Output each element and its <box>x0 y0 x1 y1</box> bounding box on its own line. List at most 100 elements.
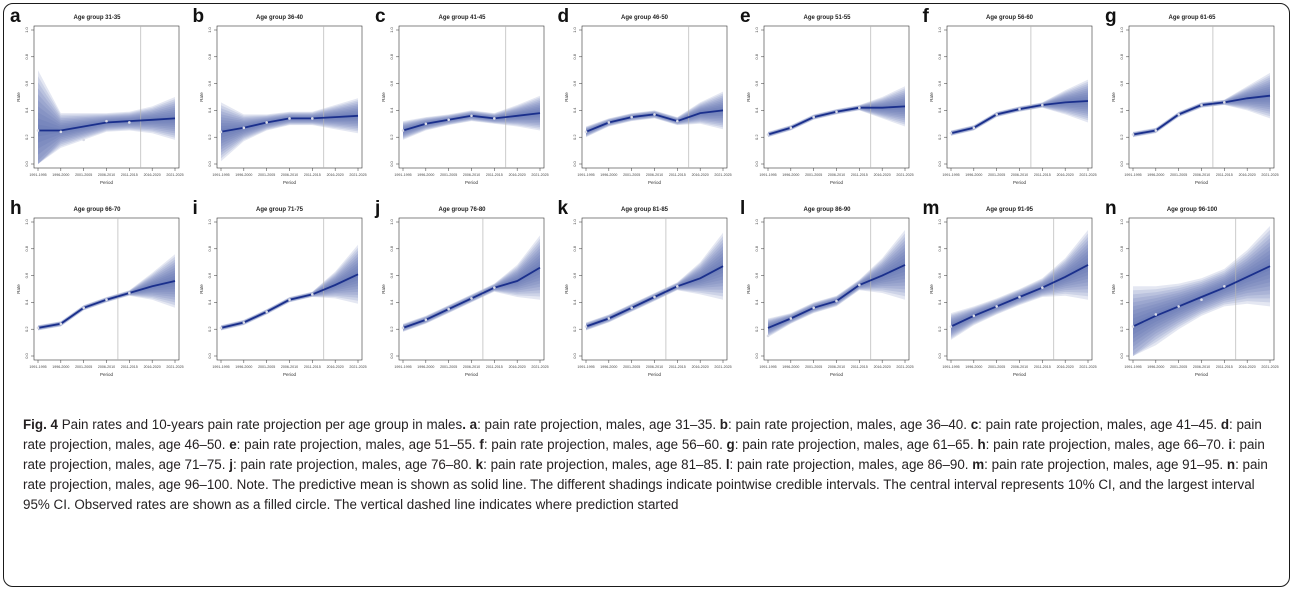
panel-title: Age group 71-75 <box>255 207 303 213</box>
y-tick-label: 0.4 <box>754 299 759 305</box>
observed-point <box>447 307 450 311</box>
credible-interval-band <box>585 95 723 137</box>
credible-interval-band <box>585 101 723 135</box>
chart-panel-e: 0.0 0.2 0.4 0.6 0.8 1.0 1991-1995 1996-2000 2001… <box>738 6 916 196</box>
y-tick-label: 0.0 <box>572 352 577 358</box>
x-tick-label: 1991-1995 <box>29 173 46 177</box>
panel-letter: m <box>922 198 940 219</box>
observed-point <box>242 126 245 130</box>
caption-item-text: pain rate projection, males, age 81–85 <box>490 457 719 472</box>
x-tick-label: 2001-2005 <box>1170 365 1187 369</box>
y-tick-label: 0.4 <box>937 299 942 305</box>
x-tick-label: 2021-2025 <box>1261 365 1278 369</box>
y-tick-label: 0.0 <box>1119 160 1124 166</box>
y-tick-label: 0.2 <box>754 134 759 140</box>
caption-item-text: pain rate projection, males, age 61–65 <box>742 437 970 452</box>
credible-interval-band <box>585 239 723 330</box>
caption-item-text: pain rate projection, males, age 71–75 <box>23 437 1265 472</box>
y-tick-label: 0.0 <box>937 160 942 166</box>
x-tick-label: 2001-2005 <box>440 365 457 369</box>
observed-point <box>1154 313 1158 316</box>
x-axis-label: Period <box>647 180 661 185</box>
observed-point <box>310 117 314 120</box>
y-tick-label: 0.6 <box>207 80 212 86</box>
observed-point <box>470 297 473 300</box>
panel-letter: k <box>557 198 569 219</box>
y-tick-label: 0.6 <box>937 80 942 86</box>
chart-panel-k: 0.0 0.2 0.4 0.6 0.8 1.0 1991-1995 1996-2000 2001… <box>556 198 734 388</box>
y-tick-label: 0.8 <box>572 53 577 59</box>
y-tick-label: 0.0 <box>207 352 212 358</box>
panel-letter: i <box>192 198 198 219</box>
panel-title: Age group 76-80 <box>438 207 486 213</box>
x-tick-label: 2011-2015 <box>121 365 138 369</box>
x-tick-label: 2001-2005 <box>623 365 640 369</box>
x-tick-label: 1991-1995 <box>759 365 776 369</box>
observed-point <box>36 129 40 132</box>
observed-point <box>789 126 793 130</box>
x-axis-label: Period <box>100 372 114 377</box>
x-tick-label: 2006-2010 <box>98 365 115 369</box>
figure-title: Pain rates and 10-years pain rate projec… <box>61 417 463 432</box>
observed-point <box>1017 295 1021 299</box>
y-axis-label: Rate <box>746 92 751 102</box>
x-tick-label: 1991-1995 <box>29 365 46 369</box>
caption-item-b: b: pain rate projection, males, age 36–4… <box>719 417 971 432</box>
x-tick-label: 1996-2000 <box>235 365 252 369</box>
y-axis-label: Rate <box>381 92 386 102</box>
observed-point <box>1177 305 1180 308</box>
credible-interval-band <box>585 249 723 329</box>
y-axis-label: Rate <box>564 92 569 102</box>
x-tick-label: 2006-2010 <box>463 173 480 177</box>
caption-item-f: f: pain rate projection, males, age 56–6… <box>479 437 727 452</box>
chart-panel-l: 0.0 0.2 0.4 0.6 0.8 1.0 1991-1995 1996-2000 2001… <box>738 198 916 388</box>
chart-panel-i: 0.0 0.2 0.4 0.6 0.8 1.0 1991-1995 1996-2000 2001… <box>191 198 369 388</box>
credible-interval-band <box>403 100 540 138</box>
y-axis-label: Rate <box>564 284 569 294</box>
panel-title: Age group 86-90 <box>803 207 851 213</box>
x-tick-label: 2001-2005 <box>75 365 92 369</box>
caption-item-text: pain rate projection, males, age 66–70 <box>993 437 1221 452</box>
x-tick-label: 2011-2015 <box>851 173 868 177</box>
credible-interval-band <box>585 256 723 328</box>
y-tick-label: 1.0 <box>1119 218 1124 224</box>
y-tick-label: 1.0 <box>389 218 394 224</box>
x-tick-label: 2001-2005 <box>258 173 275 177</box>
chart-svg: 0.0 0.2 0.4 0.6 0.8 1.0 1991-1995 1996-2000 2001… <box>381 217 549 377</box>
observed-point <box>59 130 63 134</box>
chart-svg: 0.0 0.2 0.4 0.6 0.8 1.0 1991-1995 1996-2000 2001… <box>199 217 366 377</box>
observed-point <box>812 306 815 310</box>
credible-interval-band <box>768 250 905 332</box>
caption-item-letter: l <box>725 457 730 472</box>
y-tick-label: 0.0 <box>389 160 394 166</box>
observed-point <box>287 117 291 120</box>
y-axis-label: Rate <box>199 284 204 294</box>
credible-interval-band <box>403 251 540 330</box>
y-tick-label: 0.4 <box>572 299 577 305</box>
observed-point <box>264 310 268 314</box>
y-tick-label: 0.6 <box>207 272 212 278</box>
y-tick-label: 0.2 <box>24 326 29 332</box>
caption-item-text: pain rate projection, males, age 86–90 <box>737 457 965 472</box>
credible-interval-band <box>38 70 175 164</box>
x-axis-label: Period <box>465 180 479 185</box>
y-tick-label: 0.2 <box>754 326 759 332</box>
chart-panel-b: 0.0 0.2 0.4 0.6 0.8 1.0 1991-1995 1996-2000 2001… <box>191 6 369 196</box>
x-tick-label: 2001-2005 <box>988 365 1005 369</box>
observed-point <box>219 326 222 330</box>
y-tick-label: 0.6 <box>24 272 29 278</box>
y-tick-label: 0.8 <box>572 245 577 251</box>
x-tick-label: 2011-2015 <box>486 365 503 369</box>
credible-interval-band <box>585 97 723 136</box>
observed-point <box>972 126 975 130</box>
y-tick-label: 1.0 <box>572 26 577 32</box>
y-tick-label: 0.6 <box>754 272 759 278</box>
credible-interval-band <box>220 250 358 330</box>
panel-title: Age group 61-65 <box>1168 15 1216 21</box>
observed-point <box>59 322 63 326</box>
x-tick-label: 1991-1995 <box>942 365 959 369</box>
x-tick-label: 2011-2015 <box>486 173 503 177</box>
y-tick-label: 0.2 <box>207 134 212 140</box>
observed-point <box>493 286 496 289</box>
y-tick-label: 0.8 <box>937 53 942 59</box>
